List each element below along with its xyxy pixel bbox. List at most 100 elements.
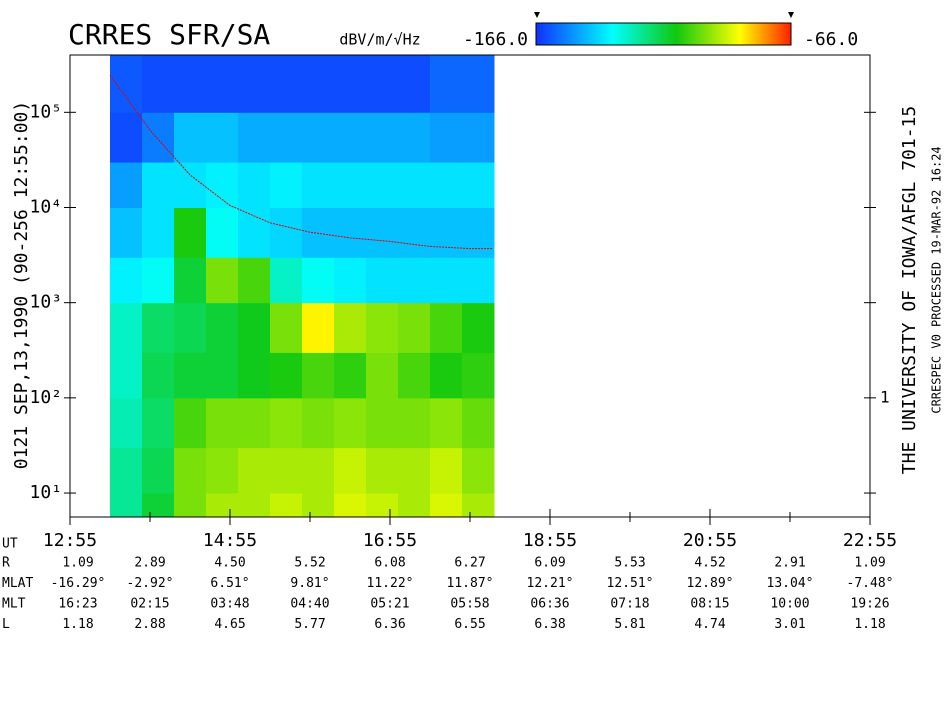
x-tick-label: 16:55 xyxy=(363,530,417,551)
ephemeris-value: 6.09 xyxy=(534,556,565,571)
heatmap-cell xyxy=(302,207,335,258)
heatmap-cell xyxy=(174,302,207,353)
heatmap-cell xyxy=(302,162,335,208)
heatmap-cell xyxy=(366,162,399,208)
ephemeris-label: R xyxy=(2,556,10,571)
heatmap-cell xyxy=(366,55,399,113)
ephemeris-value: 02:15 xyxy=(130,597,169,612)
ephemeris-value: 06:36 xyxy=(530,597,569,612)
heatmap-cell xyxy=(334,207,367,258)
heatmap-cell xyxy=(334,162,367,208)
heatmap-cell xyxy=(142,257,175,304)
heatmap-cell xyxy=(270,397,303,449)
heatmap-cell xyxy=(366,207,399,258)
heatmap-cell xyxy=(238,207,271,258)
ephemeris-value: 9.81° xyxy=(290,576,329,591)
processing-label: CRRESPEC V0 PROCESSED 19-MAR-92 16:24 xyxy=(930,146,944,413)
heatmap-cell xyxy=(398,162,431,208)
heatmap-cell xyxy=(462,447,495,494)
heatmap-cell xyxy=(238,302,271,353)
x-tick-label: 22:55 xyxy=(843,530,897,551)
heatmap-cell xyxy=(206,207,239,258)
heatmap-cell xyxy=(462,257,495,304)
heatmap-cell xyxy=(430,493,463,518)
ephemeris-value: 1.18 xyxy=(62,617,93,632)
colorbar-max: -66.0 xyxy=(804,29,858,50)
ephemeris-value: 12.89° xyxy=(687,576,734,591)
ephemeris-value: -16.29° xyxy=(51,576,106,591)
heatmap-cell xyxy=(302,493,335,518)
heatmap-cell xyxy=(398,352,431,399)
ephemeris-value: 5.77 xyxy=(294,617,325,632)
ephemeris-label: MLT xyxy=(2,597,26,612)
heatmap-cell xyxy=(270,257,303,304)
heatmap-cell xyxy=(206,162,239,208)
heatmap-cell xyxy=(462,352,495,399)
heatmap-cell xyxy=(302,302,335,353)
heatmap-cell xyxy=(206,352,239,399)
heatmap-cell xyxy=(430,397,463,449)
y-tick-label: 10³ xyxy=(29,292,62,313)
heatmap-cell xyxy=(462,493,495,518)
heatmap-cell xyxy=(462,207,495,258)
heatmap-cell xyxy=(398,112,431,163)
heatmap-cell xyxy=(110,207,143,258)
heatmap-cell xyxy=(462,112,495,163)
heatmap-cell xyxy=(398,447,431,494)
colorbar-markers xyxy=(534,12,794,18)
x-tick-label: 14:55 xyxy=(203,530,257,551)
heatmap-cell xyxy=(334,447,367,494)
ephemeris-value: 5.52 xyxy=(294,556,325,571)
heatmap-cell xyxy=(366,257,399,304)
heatmap-cell xyxy=(238,447,271,494)
ephemeris-value: 3.01 xyxy=(774,617,805,632)
heatmap-cell xyxy=(398,257,431,304)
heatmap-cell xyxy=(238,162,271,208)
heatmap-cell xyxy=(206,447,239,494)
ephemeris-label: MLAT xyxy=(2,576,33,591)
ephemeris-value: 13.04° xyxy=(767,576,814,591)
ephemeris-value: 03:48 xyxy=(210,597,249,612)
heatmap-cell xyxy=(334,112,367,163)
heatmap-cell xyxy=(110,257,143,304)
heatmap-cell xyxy=(334,493,367,518)
heatmap-cell xyxy=(270,447,303,494)
ephemeris-value: 12.51° xyxy=(607,576,654,591)
ephemeris-value: 11.87° xyxy=(447,576,494,591)
ephemeris-value: 4.74 xyxy=(694,617,725,632)
heatmap-cell xyxy=(142,55,175,113)
heatmap-cell xyxy=(238,493,271,518)
heatmap-cell xyxy=(462,55,495,113)
heatmap-cell xyxy=(238,352,271,399)
ephemeris-value: 08:15 xyxy=(690,597,729,612)
heatmap-cell xyxy=(462,302,495,353)
ephemeris-value: -7.48° xyxy=(847,576,894,591)
ephemeris-label: L xyxy=(2,617,10,632)
heatmap-cell xyxy=(238,112,271,163)
ephemeris-value: 1.09 xyxy=(62,556,93,571)
heatmap-cell xyxy=(110,112,143,163)
ephemeris-value: 6.51° xyxy=(210,576,249,591)
ephemeris-value: 05:21 xyxy=(370,597,409,612)
heatmap-cell xyxy=(270,55,303,113)
heatmap-cell xyxy=(398,397,431,449)
heatmap-cell xyxy=(142,207,175,258)
heatmap-cell xyxy=(174,397,207,449)
heatmap-cell xyxy=(174,352,207,399)
ephemeris-value: 4.52 xyxy=(694,556,725,571)
heatmap-cell xyxy=(238,55,271,113)
heatmap-cell xyxy=(302,112,335,163)
ephemeris-value: 6.27 xyxy=(454,556,485,571)
ephemeris-value: 4.65 xyxy=(214,617,245,632)
ephemeris-value: 6.36 xyxy=(374,617,405,632)
heatmap-cell xyxy=(462,397,495,449)
x-tick-label: 20:55 xyxy=(683,530,737,551)
heatmap-cell xyxy=(430,162,463,208)
ephemeris-value: 07:18 xyxy=(610,597,649,612)
y-tick-label: 10¹ xyxy=(29,482,62,503)
heatmap-cell xyxy=(142,112,175,163)
heatmap-cell xyxy=(270,162,303,208)
heatmap-cell xyxy=(334,352,367,399)
